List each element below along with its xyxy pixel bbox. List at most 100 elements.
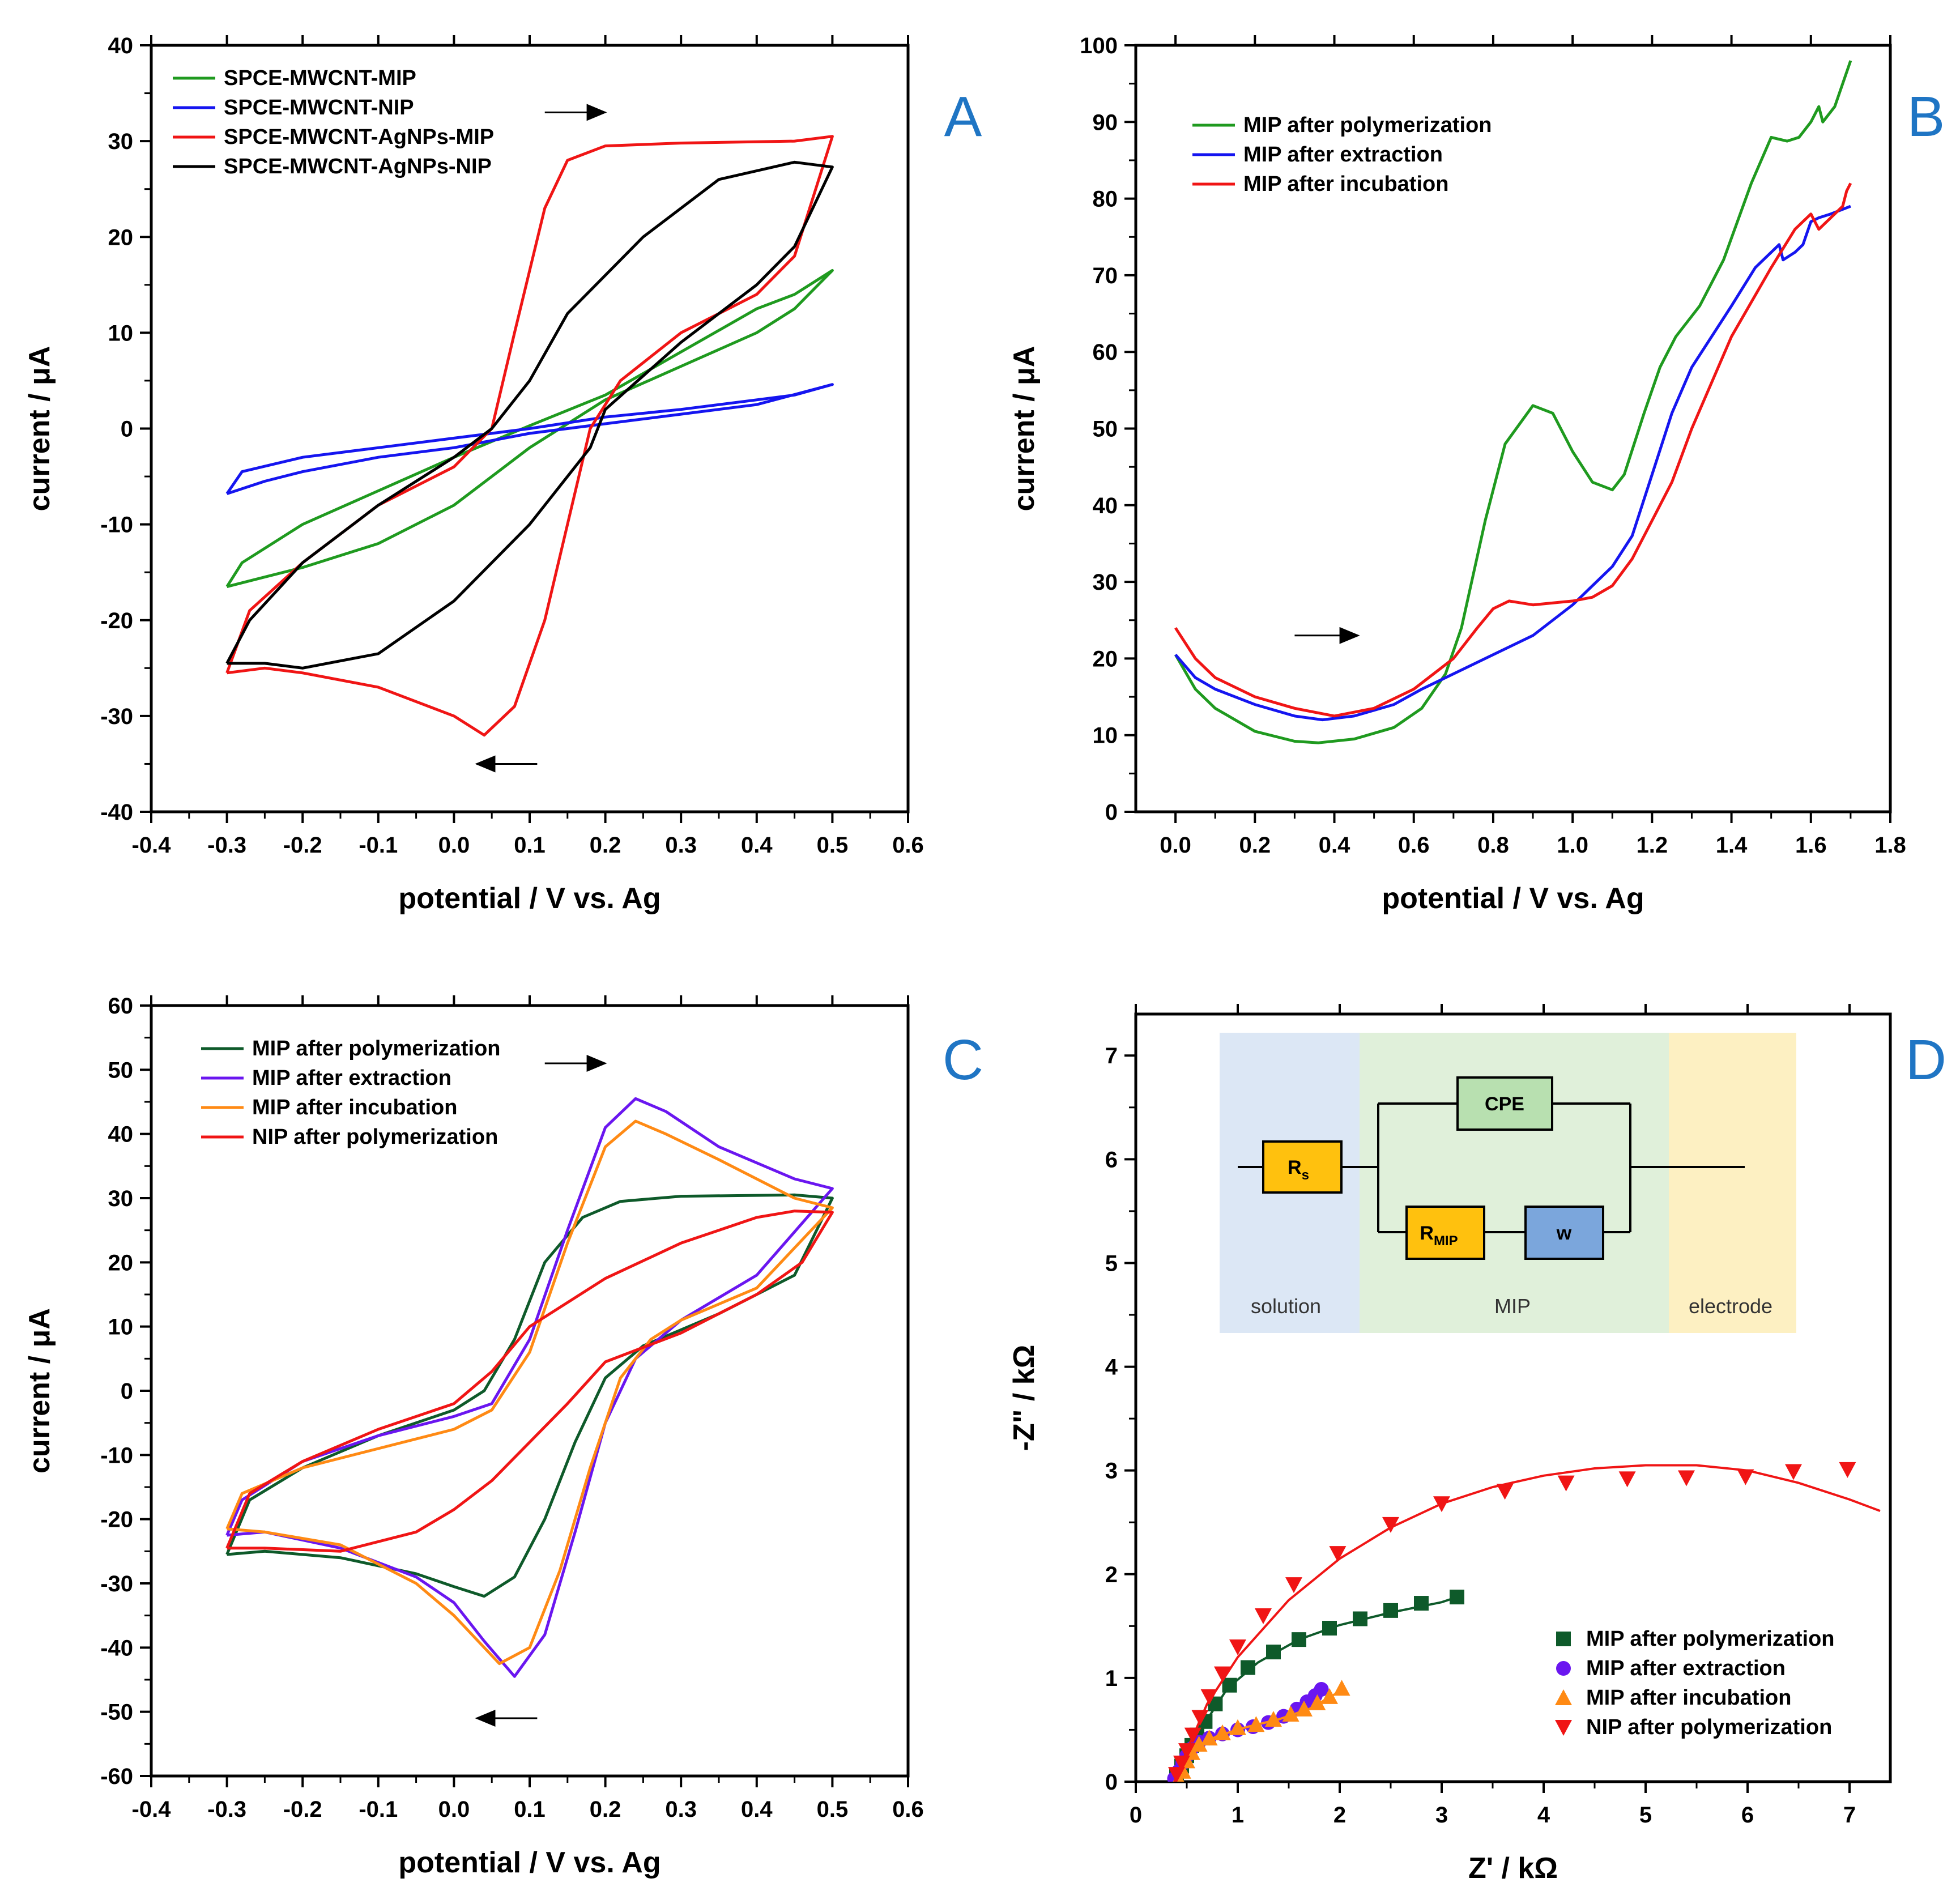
y-tick-label: 1 [1105, 1666, 1118, 1691]
x-tick-label: 1.8 [1874, 833, 1906, 858]
x-axis-title: potential / V vs. Ag [398, 1846, 661, 1879]
series-line-mip-after-incubation [225, 1119, 834, 1666]
y-tick-label: 5 [1105, 1251, 1118, 1276]
x-tick-label: 0.6 [892, 833, 924, 858]
y-tick-label: 90 [1093, 110, 1118, 135]
x-tick-label: 0.5 [817, 1797, 849, 1822]
x-tick-label: 0.1 [514, 1797, 546, 1822]
x-tick-label: 0.3 [665, 1797, 697, 1822]
x-tick-label: 1.6 [1795, 833, 1827, 858]
series-line-mip-after-polymerization [1174, 60, 1852, 744]
data-point-nip-after-polymerization [1737, 1469, 1754, 1485]
y-tick-label: 3 [1105, 1459, 1118, 1484]
data-point-nip-after-polymerization [1191, 1710, 1209, 1726]
x-tick-label: 0.6 [1398, 833, 1430, 858]
legend-label: MIP after incubation [1243, 172, 1448, 196]
y-tick-label: -60 [100, 1764, 133, 1789]
series-line-spce-mwcnt-agnps-mip [225, 135, 834, 737]
data-point-mip-after-polymerization [1450, 1590, 1464, 1605]
y-tick-label: 0 [1105, 800, 1118, 825]
series-line-spce-mwcnt-agnps-nip [225, 160, 834, 670]
warburg-element: w [1524, 1206, 1604, 1260]
data-point-nip-after-polymerization [1382, 1517, 1399, 1533]
x-tick-label: 0.3 [665, 833, 697, 858]
x-tick-label: 0.5 [817, 833, 849, 858]
x-axis-title: Z' / kΩ [1468, 1852, 1558, 1885]
y-tick-label: -20 [100, 608, 133, 633]
data-point-nip-after-polymerization [1329, 1546, 1347, 1562]
x-tick-label: 1.0 [1557, 833, 1588, 858]
y-tick-label: 0 [121, 1379, 133, 1404]
data-point-mip-after-polymerization [1383, 1603, 1398, 1618]
y-tick-label: 70 [1093, 263, 1118, 288]
y-tick-label: 30 [1093, 570, 1118, 595]
x-tick-label: 0.2 [590, 833, 621, 858]
data-point-mip-after-polymerization [1292, 1632, 1306, 1647]
y-tick-label: 4 [1105, 1355, 1118, 1380]
y-tick-label: 100 [1080, 33, 1118, 58]
data-point-mip-after-polymerization [1414, 1596, 1429, 1611]
x-tick-label: 0.0 [1160, 833, 1191, 858]
y-tick-label: 0 [1105, 1770, 1118, 1795]
rs-resistor: Rs [1262, 1140, 1343, 1194]
y-tick-label: 20 [1093, 646, 1118, 671]
data-point-mip-after-extraction [1314, 1682, 1329, 1697]
x-tick-label: 0.1 [514, 833, 546, 858]
data-point-nip-after-polymerization [1229, 1639, 1246, 1655]
x-tick-label: 0.8 [1477, 833, 1509, 858]
x-tick-label: -0.3 [207, 1797, 246, 1822]
y-tick-label: 30 [108, 129, 134, 154]
svg-text:Rs: Rs [1288, 1157, 1309, 1183]
legend-swatch [1556, 1632, 1571, 1646]
x-tick-label: 6 [1741, 1803, 1754, 1828]
data-point-mip-after-incubation [1214, 1724, 1231, 1740]
circuit-wires [1238, 1102, 1745, 1233]
data-point-nip-after-polymerization [1839, 1462, 1856, 1478]
x-tick-label: 7 [1843, 1803, 1856, 1828]
x-tick-label: -0.4 [132, 1797, 172, 1822]
series-line-spce-mwcnt-mip [225, 269, 834, 589]
y-axis-title: current / μA [23, 1308, 56, 1473]
data-point-nip-after-polymerization [1200, 1689, 1218, 1705]
plot-frame [1134, 1012, 1892, 1783]
x-tick-label: 1.4 [1716, 833, 1748, 858]
x-tick-label: -0.1 [359, 1797, 398, 1822]
series-line-mip-after-polymerization [225, 1193, 834, 1598]
region-label-mip: MIP [1494, 1294, 1531, 1318]
data-point-mip-after-incubation [1265, 1711, 1282, 1727]
x-tick-label: -0.4 [132, 833, 172, 858]
x-tick-label: -0.3 [207, 833, 246, 858]
x-tick-label: -0.1 [359, 833, 398, 858]
series-line-spce-mwcnt-nip [225, 383, 834, 495]
x-tick-label: 2 [1333, 1803, 1346, 1828]
legend-label: MIP after incubation [1586, 1686, 1791, 1710]
data-point-nip-after-polymerization [1496, 1484, 1514, 1500]
series-line-mip-after-incubation [1174, 182, 1852, 718]
region-label-solution: solution [1251, 1294, 1321, 1318]
y-tick-label: 7 [1105, 1044, 1118, 1068]
series-line-mip-after-extraction [1174, 205, 1851, 722]
legend-swatch [1555, 1689, 1572, 1705]
x-tick-label: 1 [1232, 1803, 1244, 1828]
data-point-mip-after-incubation [1296, 1700, 1313, 1717]
svg-text:w: w [1556, 1223, 1572, 1244]
data-point-nip-after-polymerization [1173, 1756, 1190, 1772]
legend-label: MIP after polymerization [252, 1037, 501, 1061]
y-tick-label: -40 [100, 800, 133, 825]
x-tick-label: 0.0 [438, 1797, 470, 1822]
x-tick-label: 5 [1639, 1803, 1652, 1828]
data-point-nip-after-polymerization [1184, 1727, 1201, 1744]
x-tick-label: 0.2 [1239, 833, 1271, 858]
plot-area [225, 135, 834, 737]
series-line-nip-after-polymerization [225, 1209, 834, 1553]
legend-label: MIP after extraction [252, 1066, 451, 1090]
data-point-mip-after-polymerization [1266, 1645, 1281, 1660]
y-tick-label: 10 [108, 1315, 134, 1340]
legend-label: SPCE-MWCNT-NIP [224, 96, 414, 120]
x-tick-label: -0.2 [283, 1797, 322, 1822]
legend-label: MIP after extraction [1243, 143, 1443, 167]
panel-letter: D [1906, 1028, 1946, 1092]
x-tick-label: 1.2 [1637, 833, 1668, 858]
data-point-mip-after-incubation [1200, 1730, 1218, 1746]
